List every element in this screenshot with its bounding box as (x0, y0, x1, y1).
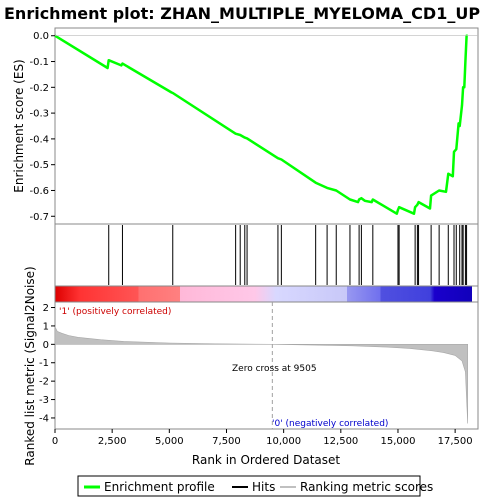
legend: Enrichment profile Hits Ranking metric s… (77, 475, 433, 497)
x-tick-label: 15,000 (380, 436, 415, 447)
metric-y-tick-label: -1 (39, 358, 49, 369)
ranking-metric-area (54, 326, 468, 424)
chart-title: Enrichment plot: ZHAN_MULTIPLE_MYELOMA_C… (4, 4, 480, 23)
x-tick-label: 12,500 (323, 436, 358, 447)
metric-y-tick-label: -3 (39, 395, 49, 406)
legend-hits-label: Hits (252, 480, 275, 494)
metric-panel: 2 1 0 -1 -2 -3 -4 Ranked list metric (Signal2N… (23, 266, 479, 466)
metric-y-tick-label: -4 (39, 413, 49, 424)
enrichment-profile-line (54, 34, 468, 215)
es-y-tick-label: -0.6 (29, 186, 49, 197)
metric-y-axis-label: Ranked list metric (Signal2Noise) (23, 266, 37, 465)
es-line-layer (54, 34, 478, 215)
hits-panel (54, 223, 479, 287)
metric-y-tick-label: 2 (43, 303, 49, 314)
metric-area-layer (54, 302, 468, 429)
es-y-tick-label: -0.1 (29, 57, 49, 68)
legend-box (77, 475, 421, 497)
x-axis: 0 2,500 5,000 7,500 10,000 12,500 15,000 17,500 (52, 429, 473, 447)
hits-layer (108, 225, 468, 285)
es-y-tick-label: -0.7 (29, 212, 49, 223)
es-panel: 0.0 -0.1 -0.2 -0.3 -0.4 -0.5 -0.6 -0.7 Enrichme… (12, 27, 479, 225)
negative-correlation-label: '0' (negatively correlated) (272, 419, 388, 429)
x-tick-label: 7,500 (212, 436, 241, 447)
rank-color-bar (54, 285, 479, 303)
x-tick-label: 2,500 (98, 436, 127, 447)
x-tick-label: 17,500 (438, 436, 473, 447)
es-y-tick-label: -0.5 (29, 160, 49, 171)
es-y-tick-label: -0.2 (29, 83, 49, 94)
metric-y-tick-label: 0 (43, 340, 49, 351)
es-y-tick-label: -0.3 (29, 109, 49, 120)
legend-metric-label: Ranking metric scores (300, 480, 433, 494)
x-axis-label: Rank in Ordered Dataset (192, 453, 340, 467)
metric-plot-area (54, 301, 479, 430)
x-tick-label: 5,000 (155, 436, 184, 447)
metric-y-axis: 2 1 0 -1 -2 -3 -4 (39, 303, 55, 424)
x-tick-label: 0 (52, 436, 58, 447)
es-y-tick-label: -0.4 (29, 134, 49, 145)
zero-cross-label: Zero cross at 9505 (232, 364, 317, 374)
es-plot-area (54, 27, 479, 225)
rank-gradient-bar (55, 286, 472, 302)
es-y-axis-label: Enrichment score (ES) (12, 59, 26, 192)
es-y-tick-label: 0.0 (33, 31, 49, 42)
hits-plot-area (54, 223, 479, 287)
positive-correlation-label: '1' (positively correlated) (59, 307, 171, 317)
es-y-axis: 0.0 -0.1 -0.2 -0.3 -0.4 -0.5 -0.6 -0.7 (29, 31, 55, 223)
metric-y-tick-label: 1 (43, 321, 49, 332)
legend-profile-label: Enrichment profile (104, 480, 215, 494)
metric-y-tick-label: -2 (39, 377, 49, 388)
x-tick-label: 10,000 (266, 436, 301, 447)
